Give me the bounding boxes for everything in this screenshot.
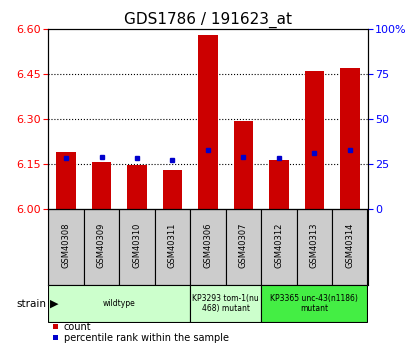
Bar	[190, 285, 261, 322]
Bar	[48, 285, 190, 322]
Text: GSM40314: GSM40314	[345, 223, 354, 268]
Text: GSM40306: GSM40306	[203, 223, 213, 268]
Bar	[297, 209, 332, 285]
Bar	[226, 209, 261, 285]
Bar	[48, 209, 84, 285]
Bar	[234, 120, 253, 209]
Bar	[190, 209, 226, 285]
Title: GDS1786 / 191623_at: GDS1786 / 191623_at	[124, 12, 292, 28]
Bar	[261, 209, 297, 285]
Text: wildtype: wildtype	[103, 299, 136, 308]
Bar	[84, 209, 119, 285]
Bar	[127, 165, 147, 209]
Bar	[155, 209, 190, 285]
Bar	[332, 209, 368, 285]
Bar	[163, 170, 182, 209]
Text: percentile rank within the sample: percentile rank within the sample	[64, 333, 229, 343]
Text: GSM40310: GSM40310	[132, 223, 142, 268]
Bar	[119, 209, 155, 285]
Text: ▶: ▶	[50, 299, 59, 308]
Bar	[261, 285, 368, 322]
Bar	[304, 71, 324, 209]
Bar	[198, 35, 218, 209]
Text: GSM40311: GSM40311	[168, 223, 177, 268]
Text: GSM40312: GSM40312	[274, 223, 284, 268]
Text: GSM40313: GSM40313	[310, 223, 319, 268]
Text: KP3293 tom-1(nu
468) mutant: KP3293 tom-1(nu 468) mutant	[192, 294, 259, 313]
Bar	[340, 68, 360, 209]
Text: GSM40307: GSM40307	[239, 223, 248, 268]
Bar	[269, 160, 289, 209]
Bar	[92, 162, 111, 209]
Text: count: count	[64, 322, 92, 332]
Text: strain: strain	[16, 299, 46, 308]
Bar	[56, 152, 76, 209]
Text: KP3365 unc-43(n1186)
mutant: KP3365 unc-43(n1186) mutant	[270, 294, 358, 313]
Text: GSM40309: GSM40309	[97, 223, 106, 268]
Text: GSM40308: GSM40308	[62, 223, 71, 268]
